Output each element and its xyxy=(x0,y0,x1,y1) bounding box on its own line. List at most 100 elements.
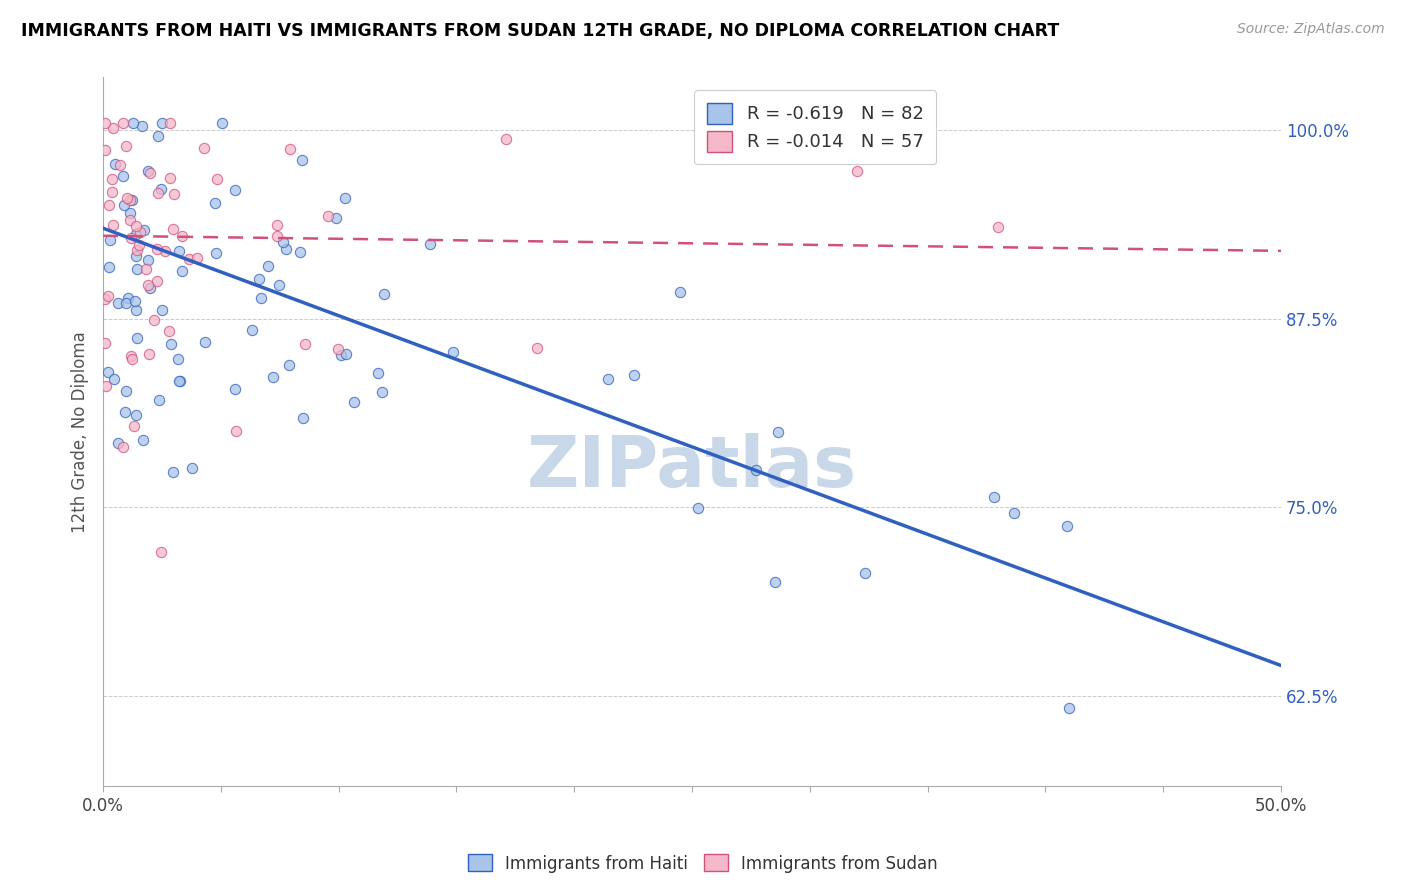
Point xyxy=(274,242,297,256)
Point xyxy=(325,211,347,226)
Point xyxy=(122,116,145,130)
Point xyxy=(114,138,136,153)
Point xyxy=(495,132,517,146)
Point xyxy=(180,461,202,475)
Point xyxy=(162,465,184,479)
Point xyxy=(112,440,135,454)
Point xyxy=(146,128,169,143)
Point xyxy=(108,158,131,172)
Point xyxy=(94,116,117,130)
Point xyxy=(204,246,226,260)
Point xyxy=(129,225,152,239)
Point xyxy=(277,358,299,372)
Point xyxy=(211,116,233,130)
Point xyxy=(167,351,190,366)
Point xyxy=(134,223,156,237)
Point xyxy=(373,287,395,301)
Point xyxy=(94,292,117,306)
Point xyxy=(172,228,194,243)
Point xyxy=(983,490,1005,504)
Point xyxy=(138,346,160,360)
Point xyxy=(688,500,710,515)
Point xyxy=(127,243,149,257)
Point xyxy=(120,231,142,245)
Point xyxy=(135,262,157,277)
Point xyxy=(94,335,117,350)
Point xyxy=(157,324,180,338)
Point xyxy=(169,375,191,389)
Point xyxy=(139,280,162,294)
Point xyxy=(132,433,155,447)
Point xyxy=(121,352,143,367)
Point xyxy=(128,237,150,252)
Point xyxy=(186,251,208,265)
Point xyxy=(122,419,145,434)
Point xyxy=(145,242,167,256)
Point xyxy=(262,370,284,384)
Point xyxy=(167,374,190,388)
Point xyxy=(159,116,181,130)
Point xyxy=(97,197,120,211)
Point xyxy=(150,545,173,559)
Point xyxy=(125,249,148,263)
Point xyxy=(290,153,312,167)
Point xyxy=(443,345,465,359)
Point xyxy=(155,244,177,259)
Point xyxy=(278,142,301,156)
Point xyxy=(100,185,122,199)
Point xyxy=(419,237,441,252)
Point xyxy=(1002,506,1025,520)
Point xyxy=(163,186,186,201)
Legend: R = -0.619   N = 82, R = -0.014   N = 57: R = -0.619 N = 82, R = -0.014 N = 57 xyxy=(695,90,936,164)
Point xyxy=(146,186,169,201)
Point xyxy=(335,347,357,361)
Point xyxy=(124,294,146,309)
Point xyxy=(112,198,135,212)
Point xyxy=(845,163,868,178)
Point xyxy=(766,425,789,439)
Point xyxy=(224,382,246,396)
Point xyxy=(316,210,339,224)
Point xyxy=(94,143,117,157)
Point xyxy=(623,368,645,383)
Point xyxy=(342,395,364,409)
Legend: Immigrants from Haiti, Immigrants from Sudan: Immigrants from Haiti, Immigrants from S… xyxy=(461,847,945,880)
Point xyxy=(159,170,181,185)
Point xyxy=(266,228,288,243)
Point xyxy=(193,140,215,154)
Point xyxy=(150,302,173,317)
Point xyxy=(114,384,136,398)
Point xyxy=(125,219,148,234)
Point xyxy=(97,260,120,274)
Point xyxy=(149,182,172,196)
Point xyxy=(266,218,288,232)
Point xyxy=(115,191,138,205)
Point xyxy=(526,341,548,355)
Point xyxy=(250,291,273,305)
Y-axis label: 12th Grade, No Diploma: 12th Grade, No Diploma xyxy=(72,331,89,533)
Point xyxy=(853,566,876,580)
Point xyxy=(745,463,768,477)
Point xyxy=(288,244,311,259)
Point xyxy=(150,116,173,130)
Point xyxy=(294,337,316,351)
Point xyxy=(97,289,120,303)
Point xyxy=(120,213,142,227)
Point xyxy=(139,166,162,180)
Point xyxy=(103,371,125,385)
Point xyxy=(111,169,134,183)
Point xyxy=(177,252,200,266)
Point xyxy=(292,411,315,425)
Point xyxy=(115,296,138,310)
Point xyxy=(162,222,184,236)
Point xyxy=(145,274,167,288)
Point xyxy=(167,244,190,258)
Point xyxy=(112,116,135,130)
Point xyxy=(136,252,159,267)
Point xyxy=(125,227,148,242)
Point xyxy=(1056,518,1078,533)
Point xyxy=(131,120,153,134)
Point xyxy=(101,120,124,135)
Point xyxy=(118,206,141,220)
Point xyxy=(1057,701,1080,715)
